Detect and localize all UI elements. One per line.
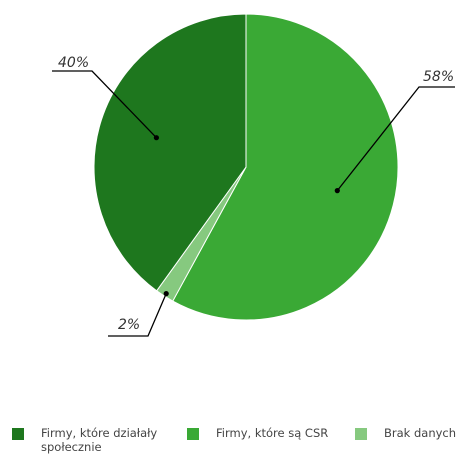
chart-legend: Firmy, które działały społecznie Firmy, … (0, 426, 461, 457)
slice-label-brak-danych: 2% (118, 317, 140, 333)
pie-slice-dzialaly-spolecznie (93, 13, 247, 292)
leader-dot (334, 188, 340, 194)
legend-label-csr: Firmy, które są CSR (216, 426, 329, 440)
leader-dot (153, 135, 159, 141)
pie-slice-csr (172, 13, 399, 321)
legend-item-dzialaly-spolecznie: Firmy, które działały społecznie (12, 426, 172, 454)
legend-swatch-csr (187, 428, 199, 440)
legend-item-csr: Firmy, które są CSR (187, 426, 347, 440)
leader-dot (163, 291, 169, 297)
legend-swatch-brak-danych (355, 428, 367, 440)
pie-chart: 58% 2% 40% (52, 13, 455, 337)
legend-item-brak-danych: Brak danych (355, 426, 461, 440)
legend-label-brak-danych: Brak danych (384, 426, 457, 440)
slice-label-csr: 58% (423, 69, 454, 85)
leader-line (336, 86, 455, 192)
legend-swatch-dzialaly-spolecznie (12, 428, 24, 440)
legend-label-dzialaly-spolecznie: Firmy, które działały społecznie (41, 426, 158, 454)
slice-label-dzialaly-spolecznie: 40% (58, 55, 89, 71)
leader-line (108, 293, 167, 337)
leader-line (52, 70, 157, 139)
